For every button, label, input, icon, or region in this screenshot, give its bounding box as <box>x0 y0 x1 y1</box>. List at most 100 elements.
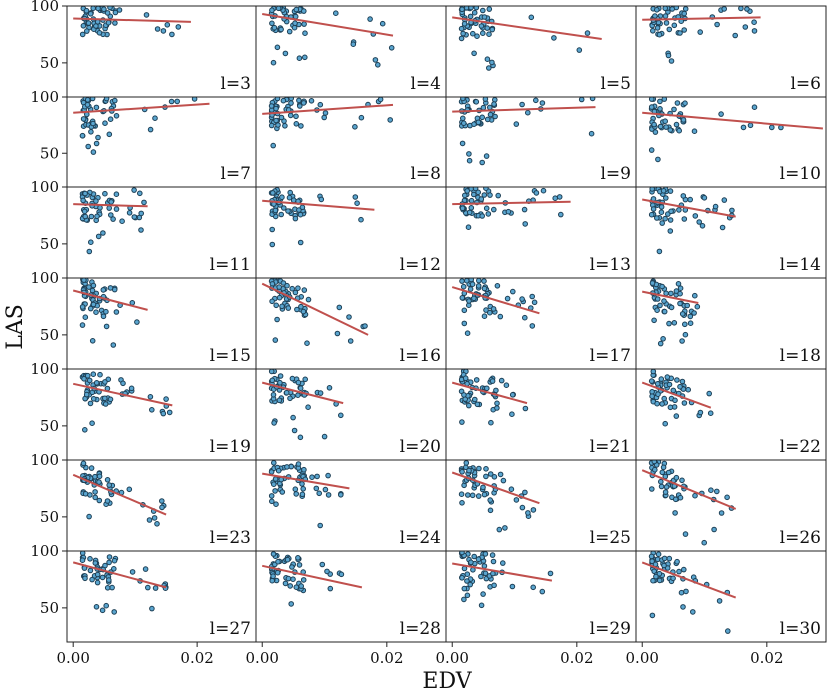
scatter-point <box>347 338 354 344</box>
scatter-point <box>539 100 546 106</box>
scatter-point <box>287 583 294 589</box>
scatter-point <box>486 6 493 12</box>
scatter-point <box>668 290 674 297</box>
scatter-point <box>463 460 470 466</box>
scatter-point <box>662 489 669 495</box>
scatter-point <box>280 97 287 104</box>
scatter-point <box>269 241 276 248</box>
scatter-point <box>90 282 97 289</box>
scatter-point <box>281 205 287 211</box>
scatter-point <box>362 323 368 329</box>
scatter-point <box>143 12 150 18</box>
panel-label: l=23 <box>210 528 251 548</box>
panel-label: l=3 <box>221 74 252 94</box>
scatter-point <box>302 54 308 61</box>
scatter-point <box>160 410 167 417</box>
scatter-point <box>458 35 465 42</box>
scatter-point <box>191 97 198 102</box>
scatter-point <box>465 492 471 498</box>
scatter-point <box>481 285 488 292</box>
scatter-point <box>352 194 359 200</box>
scatter-point <box>661 395 668 402</box>
scatter-points-16 <box>268 278 368 347</box>
y-tick-label: 100 <box>30 178 59 196</box>
scatter-point <box>699 223 706 229</box>
scatter-point <box>305 404 311 411</box>
panel-label: l=8 <box>411 164 442 184</box>
scatter-point <box>483 153 490 159</box>
scatter-point <box>107 6 113 11</box>
scatter-point <box>461 392 467 398</box>
scatter-point <box>95 6 101 12</box>
panel-label: l=14 <box>780 255 821 275</box>
scatter-point <box>278 26 284 33</box>
scatter-point <box>87 492 93 498</box>
scatter-point <box>297 211 304 218</box>
scatter-point <box>94 213 100 220</box>
scatter-point <box>338 412 344 419</box>
scatter-point <box>270 573 276 580</box>
scatter-point <box>522 489 528 496</box>
scatter-point <box>459 205 466 211</box>
panels-group: l=3 l=4 l=5 l=6 l=7 l=8 l=9 l=10 l=11 l=12 l=13 l=1… <box>66 5 827 643</box>
y-tick-label: 50 <box>40 144 59 162</box>
scatter-point <box>738 6 744 12</box>
scatter-point <box>487 497 494 503</box>
scatter-point <box>522 221 529 227</box>
scatter-points-7 <box>79 97 198 155</box>
scatter-point <box>489 378 496 384</box>
scatter-points-25 <box>458 460 537 533</box>
scatter-point <box>721 6 728 12</box>
panel-12: l=12 <box>255 186 447 279</box>
scatter-point <box>321 114 328 121</box>
scatter-point <box>692 292 698 299</box>
scatter-point <box>732 32 739 39</box>
scatter-point <box>277 379 283 386</box>
scatter-point <box>290 414 296 421</box>
scatter-points-10 <box>648 97 784 163</box>
scatter-point <box>102 120 108 126</box>
fit-line-27 <box>72 561 167 589</box>
scatter-point <box>292 486 299 493</box>
scatter-point <box>677 494 684 501</box>
scatter-points-9 <box>458 97 596 166</box>
panel-label: l=26 <box>780 528 821 548</box>
scatter-point <box>663 20 670 26</box>
scatter-point <box>358 216 364 223</box>
x-tick-label: 0.00 <box>626 649 659 667</box>
scatter-point <box>270 551 277 557</box>
scatter-point <box>667 127 674 133</box>
y-tick-label: 50 <box>40 235 59 253</box>
scatter-point <box>96 497 103 504</box>
scatter-point <box>97 371 103 378</box>
scatter-point <box>681 400 688 406</box>
scatter-point <box>93 309 99 316</box>
fit-line-29 <box>452 562 553 582</box>
scatter-point <box>326 385 333 391</box>
scatter-point <box>113 206 120 212</box>
scatter-point <box>466 298 472 304</box>
scatter-point <box>90 6 96 11</box>
scatter-point <box>674 100 681 106</box>
scatter-points-4 <box>268 6 395 68</box>
x-tick-label: 0.02 <box>560 649 593 667</box>
scatter-point <box>286 28 293 35</box>
scatter-point <box>83 7 90 14</box>
scatter-point <box>670 575 676 582</box>
scatter-point <box>691 128 698 134</box>
scatter-point <box>297 239 304 246</box>
scatter-point <box>481 192 488 198</box>
y-tick-label: 50 <box>40 417 59 435</box>
scatter-point <box>687 196 694 203</box>
scatter-point <box>466 209 473 216</box>
scatter-points-8 <box>268 97 394 149</box>
scatter-point <box>662 215 668 222</box>
fit-line-12 <box>262 199 375 211</box>
scatter-point <box>478 573 484 580</box>
scatter-point <box>460 115 466 122</box>
scatter-point <box>334 330 341 337</box>
scatter-point <box>464 578 470 584</box>
fit-line-15 <box>72 289 148 311</box>
scatter-point <box>480 104 487 111</box>
scatter-point <box>270 59 277 66</box>
